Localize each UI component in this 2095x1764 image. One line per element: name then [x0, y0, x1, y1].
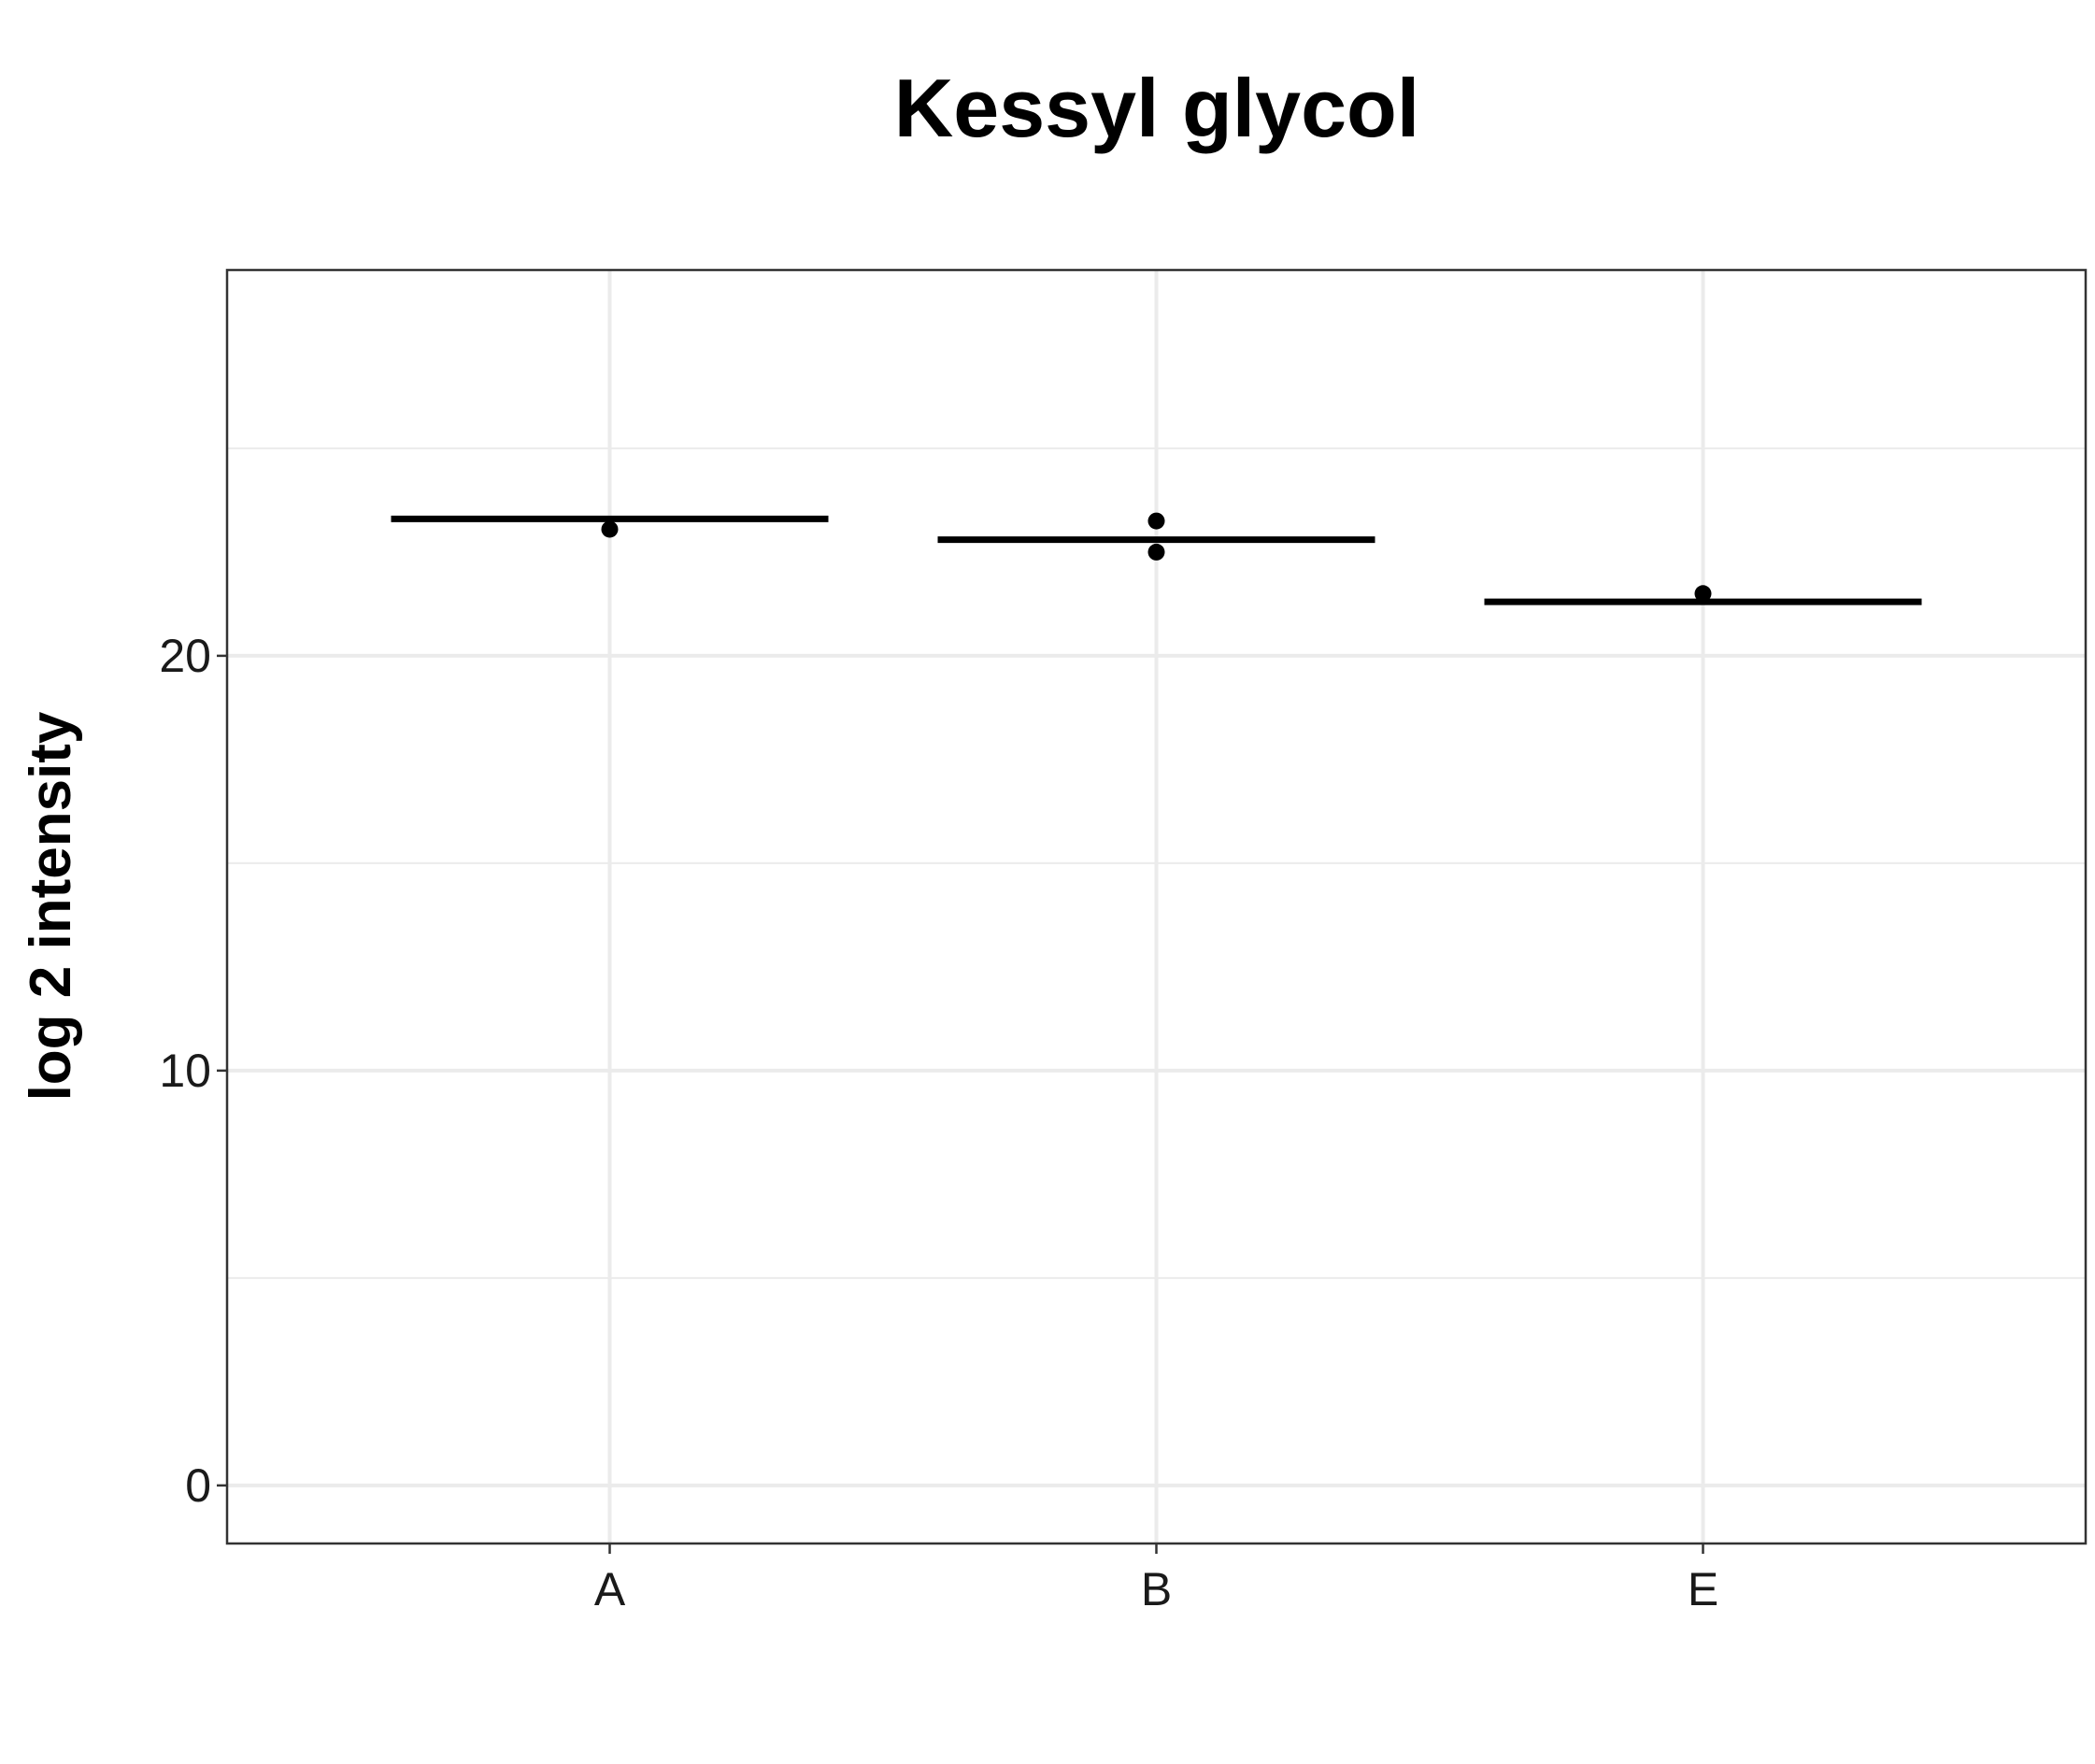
y-tick-label: 20	[159, 630, 211, 682]
data-point-A	[601, 520, 619, 538]
data-point-E	[1694, 585, 1712, 603]
y-tick-label: 10	[159, 1045, 211, 1097]
chart-title: Kessyl glycol	[894, 62, 1420, 154]
x-tick-label: E	[1688, 1563, 1718, 1615]
grid	[227, 270, 2086, 1544]
y-axis-label: log 2 intensity	[19, 711, 83, 1101]
marks	[391, 512, 1922, 605]
data-point-B	[1147, 543, 1165, 561]
y-tick-label: 0	[185, 1459, 211, 1512]
x-tick-label: A	[594, 1563, 626, 1615]
axes: 0 10 20 A B E	[159, 630, 1718, 1615]
data-point-B	[1147, 512, 1165, 530]
x-tick-label: B	[1141, 1563, 1172, 1615]
